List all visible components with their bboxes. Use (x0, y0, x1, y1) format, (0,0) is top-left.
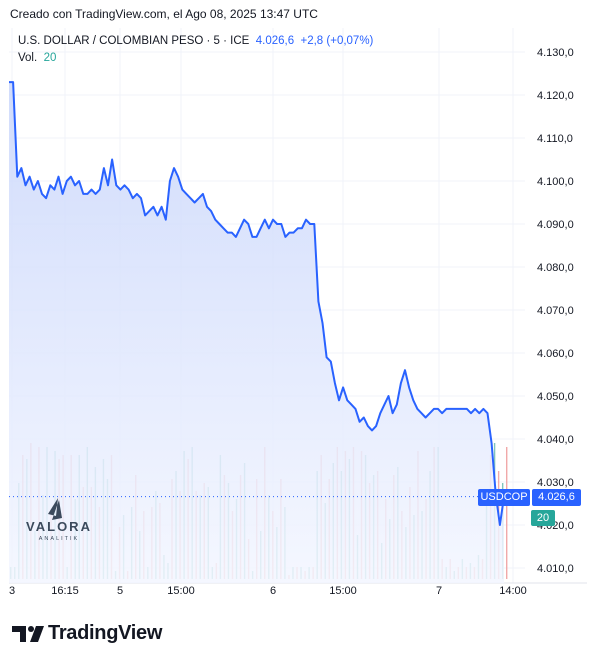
x-tick-label: 3 (9, 585, 15, 597)
y-tick-label: 4.130,0 (537, 47, 574, 59)
x-tick-label: 6 (270, 585, 276, 597)
y-tick-label: 4.070,0 (537, 305, 574, 317)
y-tick-label: 4.120,0 (537, 90, 574, 102)
symbol-description: U.S. DOLLAR / COLOMBIAN PESO · 5 · ICE (18, 35, 250, 47)
y-tick-label: 4.080,0 (537, 262, 574, 274)
sail-logo-icon (48, 498, 62, 520)
symbol-price-tag: USDCOP (478, 489, 530, 506)
current-price-tag: 4.026,6 (532, 489, 581, 506)
y-tick-label: 4.060,0 (537, 348, 574, 360)
y-tick-label: 4.010,0 (537, 563, 574, 575)
volume-bar (506, 447, 508, 579)
y-tick-label: 4.040,0 (537, 434, 574, 446)
price-change: +2,8 (+0,07%) (300, 35, 374, 47)
price-line (9, 81, 505, 526)
watermark-brand: VALORA (26, 519, 92, 534)
x-tick-label: 7 (436, 585, 442, 597)
x-tick-label: 16:15 (51, 585, 79, 597)
y-tick-label: 4.100,0 (537, 176, 574, 188)
tradingview-brand[interactable]: TradingView (48, 622, 163, 644)
watermark-sub: ANALITIK (39, 536, 79, 542)
chart-legend-volume: Vol. 20 (18, 52, 56, 64)
price-chart[interactable]: 4.010,04.020,04.030,04.040,04.050,04.060… (9, 28, 587, 607)
y-tick-label: 4.050,0 (537, 391, 574, 403)
volume-label: Vol. (18, 52, 38, 64)
volume-tag: 20 (531, 510, 555, 526)
volume-value: 20 (43, 52, 57, 64)
chart-legend-symbol: U.S. DOLLAR / COLOMBIAN PESO · 5 · ICE 4… (18, 35, 373, 47)
valora-watermark-logo: VALORA ANALITIK (26, 498, 92, 542)
y-tick-label: 4.030,0 (537, 477, 574, 489)
y-tick-label: 4.090,0 (537, 219, 574, 231)
y-tick-label: 4.110,0 (537, 133, 573, 145)
created-with-caption: Creado con TradingView.com, el Ago 08, 2… (10, 7, 318, 21)
x-tick-label: 5 (117, 585, 123, 597)
x-tick-label: 15:00 (329, 585, 357, 597)
x-tick-label: 14:00 (499, 585, 527, 597)
price-area-fill (9, 82, 504, 583)
x-tick-label: 15:00 (167, 585, 195, 597)
last-price: 4.026,6 (255, 35, 295, 47)
tradingview-logo-icon[interactable] (12, 622, 46, 646)
